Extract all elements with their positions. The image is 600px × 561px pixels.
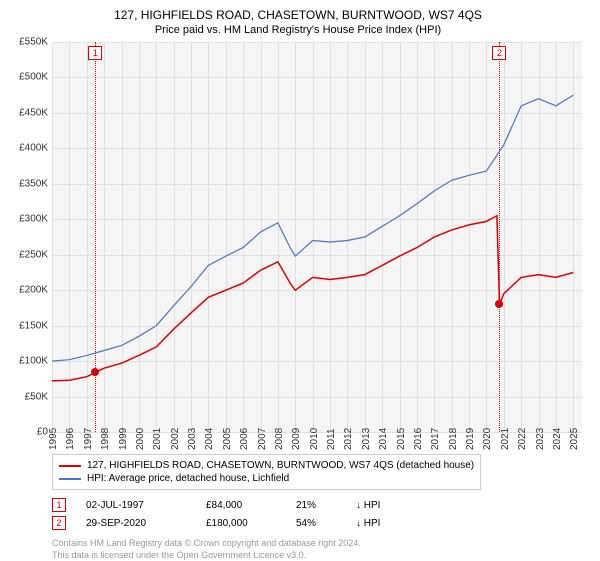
- x-tick-label: 2015: [396, 428, 407, 450]
- series-hpi: [52, 95, 573, 361]
- x-tick-label: 1999: [118, 428, 129, 450]
- y-tick-label: £50K: [25, 391, 52, 402]
- x-tick-label: 2012: [343, 428, 354, 450]
- marker-price: £180,000: [206, 518, 276, 529]
- marker-number: 2: [52, 516, 66, 530]
- chart-container: 127, HIGHFIELDS ROAD, CHASETOWN, BURNTWO…: [0, 0, 600, 560]
- marker-number: 1: [52, 498, 66, 512]
- y-tick-label: £100K: [19, 356, 52, 367]
- x-tick-label: 2024: [552, 428, 563, 450]
- legend-item: 127, HIGHFIELDS ROAD, CHASETOWN, BURNTWO…: [59, 459, 474, 472]
- plot-area: 12 £0£50K£100K£150K£200K£250K£300K£350K£…: [52, 42, 582, 432]
- chart-title: 127, HIGHFIELDS ROAD, CHASETOWN, BURNTWO…: [8, 8, 588, 22]
- legend-swatch: [59, 465, 81, 467]
- legend-item: HPI: Average price, detached house, Lich…: [59, 472, 474, 485]
- attribution: Contains HM Land Registry data © Crown c…: [52, 538, 588, 561]
- x-tick-label: 2010: [309, 428, 320, 450]
- marker-table: 1 02-JUL-1997 £84,000 21% ↓ HPI 2 29-SEP-2020 £…: [52, 496, 588, 532]
- marker-pct: 21%: [296, 500, 336, 511]
- x-tick-label: 2001: [152, 428, 163, 450]
- y-tick-label: £400K: [19, 143, 52, 154]
- x-tick-label: 2023: [535, 428, 546, 450]
- x-tick-label: 2007: [257, 428, 268, 450]
- x-tick-label: 2000: [135, 428, 146, 450]
- marker-hpi-note: ↓ HPI: [356, 500, 380, 511]
- x-tick-label: 2018: [448, 428, 459, 450]
- y-tick-label: £300K: [19, 214, 52, 225]
- marker-row: 2 29-SEP-2020 £180,000 54% ↓ HPI: [52, 514, 588, 532]
- y-tick-label: £200K: [19, 285, 52, 296]
- x-tick-label: 2002: [170, 428, 181, 450]
- x-tick-label: 1997: [83, 428, 94, 450]
- marker-hpi-note: ↓ HPI: [356, 518, 380, 529]
- legend-label: HPI: Average price, detached house, Lich…: [87, 473, 289, 484]
- x-tick-label: 2009: [291, 428, 302, 450]
- x-tick-label: 2003: [187, 428, 198, 450]
- x-tick-label: 2008: [274, 428, 285, 450]
- attribution-line: Contains HM Land Registry data © Crown c…: [52, 538, 588, 550]
- legend: 127, HIGHFIELDS ROAD, CHASETOWN, BURNTWO…: [52, 454, 481, 490]
- marker-price: £84,000: [206, 500, 276, 511]
- x-tick-label: 2017: [430, 428, 441, 450]
- x-tick-label: 2020: [482, 428, 493, 450]
- x-tick-label: 2016: [413, 428, 424, 450]
- legend-swatch: [59, 478, 81, 480]
- x-tick-label: 2021: [500, 428, 511, 450]
- marker-date: 02-JUL-1997: [86, 500, 186, 511]
- x-tick-label: 2019: [465, 428, 476, 450]
- x-tick-label: 2014: [378, 428, 389, 450]
- x-tick-label: 2006: [239, 428, 250, 450]
- x-tick-label: 2013: [361, 428, 372, 450]
- chart-subtitle: Price paid vs. HM Land Registry's House …: [8, 24, 588, 36]
- x-tick-label: 2005: [222, 428, 233, 450]
- marker-date: 29-SEP-2020: [86, 518, 186, 529]
- y-tick-label: £350K: [19, 178, 52, 189]
- x-tick-label: 2011: [326, 428, 337, 450]
- y-tick-label: £550K: [19, 37, 52, 48]
- y-tick-label: £250K: [19, 249, 52, 260]
- marker-pct: 54%: [296, 518, 336, 529]
- y-tick-label: £450K: [19, 107, 52, 118]
- attribution-line: This data is licensed under the Open Gov…: [52, 550, 588, 561]
- x-tick-label: 1998: [100, 428, 111, 450]
- legend-label: 127, HIGHFIELDS ROAD, CHASETOWN, BURNTWO…: [87, 460, 474, 471]
- y-tick-label: £150K: [19, 320, 52, 331]
- x-tick-label: 2022: [517, 428, 528, 450]
- marker-row: 1 02-JUL-1997 £84,000 21% ↓ HPI: [52, 496, 588, 514]
- x-tick-label: 1995: [48, 428, 59, 450]
- x-tick-label: 1996: [65, 428, 76, 450]
- x-tick-label: 2025: [569, 428, 580, 450]
- y-tick-label: £500K: [19, 72, 52, 83]
- x-tick-label: 2004: [204, 428, 215, 450]
